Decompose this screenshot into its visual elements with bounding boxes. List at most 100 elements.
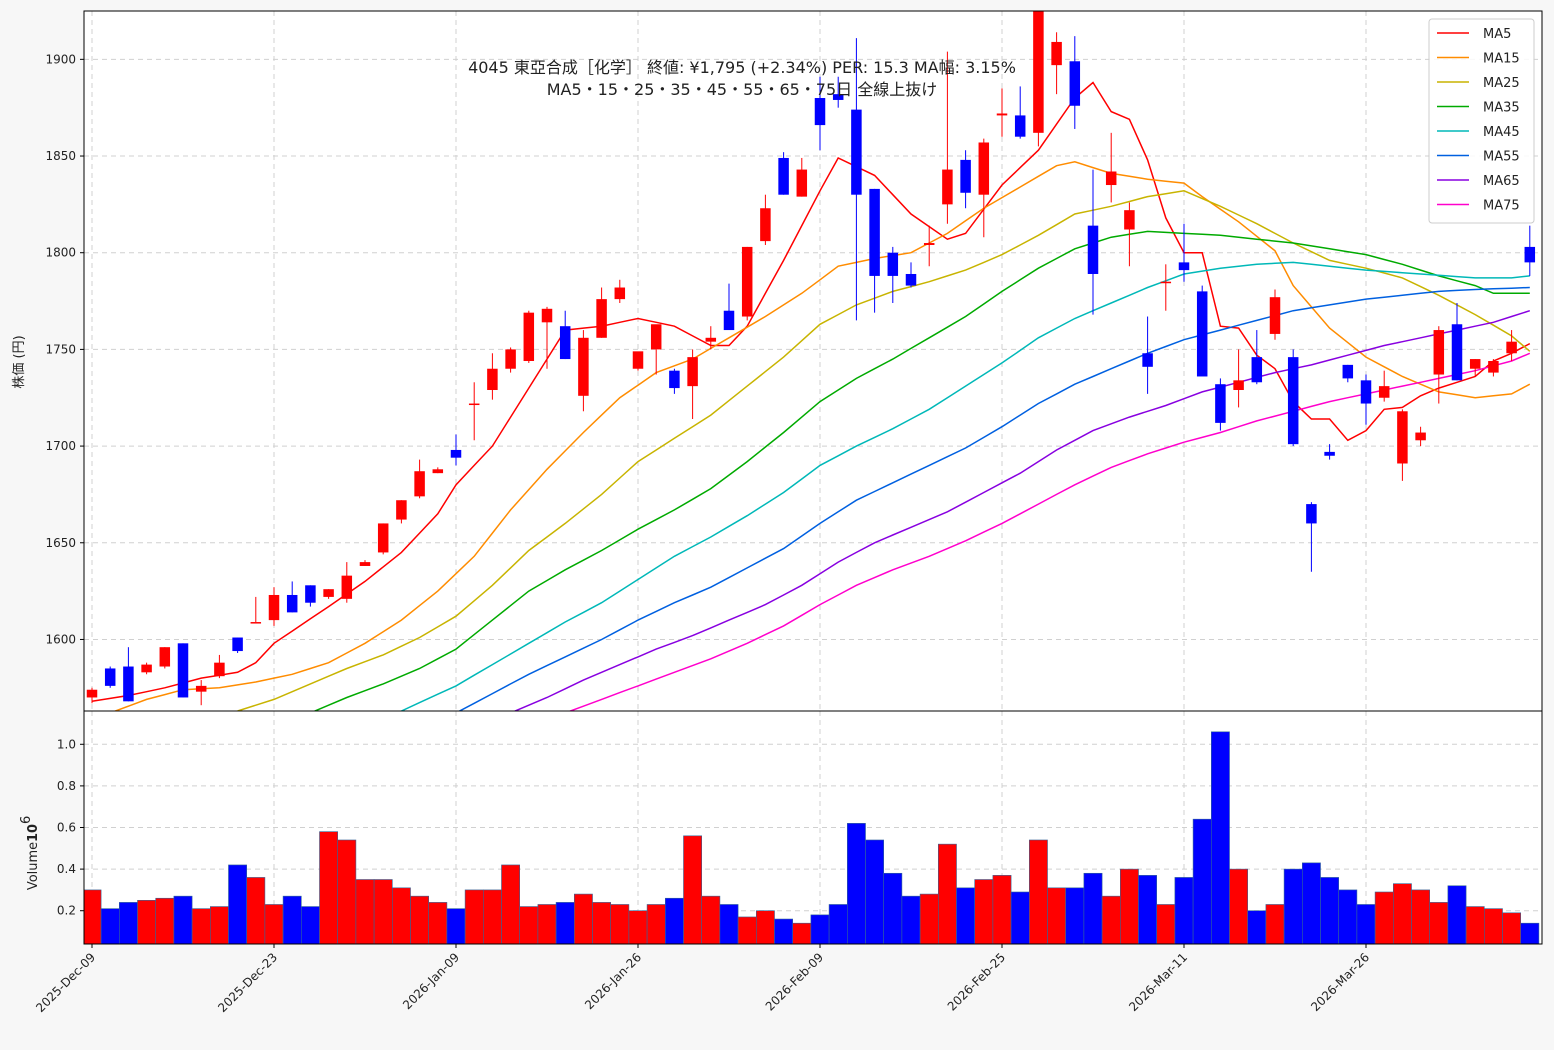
chart-title-line1: 4045 東亞合成［化学］ 終値: ¥1,795 (+2.34%) PER: 1… [468, 58, 1016, 77]
candle-body [1215, 384, 1226, 423]
candle-body [1488, 361, 1499, 373]
volume-bar [810, 914, 830, 944]
volume-bar [482, 889, 502, 944]
volume-bar [828, 904, 848, 944]
volume-y-axis: 0.2 0.4 0.6 0.8 1.0 [57, 737, 84, 918]
volume-bar [537, 904, 557, 944]
candle-body [905, 273, 917, 286]
price-ytick-label: 1850 [45, 149, 76, 163]
volume-exponent-power: 6 [19, 816, 34, 824]
legend-label-ma75: MA75 [1483, 199, 1520, 214]
volume-bar [373, 879, 393, 944]
volume-bar [1247, 910, 1267, 944]
volume-bar [501, 864, 521, 944]
volume-bar [1411, 889, 1431, 944]
volume-ytick-label: 0.8 [57, 779, 76, 793]
volume-bar [846, 823, 866, 944]
candle-body [214, 662, 225, 677]
candle-body [1033, 11, 1044, 133]
candle-body [559, 326, 571, 360]
volume-bar [1338, 889, 1358, 944]
volume-bar [337, 839, 357, 944]
legend-label-ma45: MA45 [1483, 125, 1520, 140]
candle-body [1160, 281, 1172, 284]
volume-bar [519, 906, 539, 944]
volume-bar [774, 918, 794, 944]
candle-body [1269, 297, 1281, 334]
candle-body [741, 246, 753, 317]
volume-bar [646, 904, 666, 944]
volume-bar [664, 897, 684, 944]
volume-bar [937, 843, 957, 944]
candle-body [1433, 330, 1445, 375]
candle-body [341, 575, 353, 599]
volume-bar [701, 895, 721, 944]
volume-bar [1393, 883, 1412, 944]
legend-label-ma5: MA5 [1483, 27, 1511, 42]
candle-body [1451, 324, 1463, 381]
candle-body [887, 252, 899, 276]
volume-bar [84, 889, 102, 944]
candle-body [141, 664, 152, 673]
legend-label-ma65: MA65 [1483, 174, 1520, 189]
candle-body [869, 188, 880, 276]
candle-body [123, 666, 134, 702]
candle-body [505, 349, 516, 369]
ma-line-ma45 [401, 261, 1530, 711]
volume-bar [228, 864, 248, 944]
candle-body [1506, 341, 1517, 354]
candle-body [814, 98, 826, 126]
ma-line-ma55 [457, 286, 1530, 711]
volume-bar [956, 887, 976, 944]
volume-bar [410, 895, 430, 944]
volume-bar [1429, 902, 1449, 944]
price-ytick-label: 1750 [45, 342, 76, 356]
volume-bar [282, 895, 302, 944]
candle-body [1178, 262, 1190, 271]
volume-bar [319, 831, 339, 944]
volume-bar [1192, 818, 1212, 944]
price-ytick-label: 1600 [45, 632, 76, 646]
candle-body [923, 243, 935, 245]
candle-body [687, 357, 698, 387]
volume-bar [1465, 906, 1485, 944]
candle-body [377, 523, 389, 553]
legend-box [1428, 18, 1535, 224]
volume-bar [1484, 908, 1503, 944]
candle-body [705, 337, 717, 342]
candle-body [541, 308, 553, 323]
candle-body [104, 668, 116, 686]
price-y-axis-label: 株価 (円) [12, 335, 27, 388]
candle-body [650, 324, 662, 350]
volume-bar [755, 910, 775, 944]
volume-bar [464, 889, 484, 944]
candle-body [996, 113, 1008, 116]
volume-bar [191, 908, 211, 944]
volume-bar [1120, 868, 1139, 944]
candle-body [1306, 504, 1317, 524]
candle-body [723, 310, 735, 331]
chart-title-line2: MA5・15・25・35・45・55・65・75日 全線上抜け [547, 80, 938, 99]
volume-bar [1083, 872, 1103, 944]
candle-body [1378, 386, 1390, 398]
candle-body [796, 169, 808, 197]
volume-bar [1502, 912, 1522, 944]
candle-body [523, 312, 535, 361]
candle-body [1397, 411, 1408, 464]
candle-body [760, 208, 771, 242]
volume-bar [1265, 904, 1285, 944]
volume-bar [100, 908, 120, 944]
legend-label-ma55: MA55 [1483, 150, 1520, 165]
volume-bar [137, 900, 157, 944]
volume-bar [300, 906, 320, 944]
candle-body [1469, 359, 1481, 369]
volume-bar [792, 922, 812, 944]
candle-body [450, 449, 462, 458]
price-ytick-label: 1800 [45, 246, 76, 260]
volume-bar [1356, 904, 1376, 944]
candlesticks [86, 11, 1536, 706]
volume-bar [1138, 875, 1158, 944]
candle-body [1415, 432, 1426, 441]
candle-body [614, 287, 626, 300]
volume-ytick-label: 0.4 [57, 862, 76, 876]
